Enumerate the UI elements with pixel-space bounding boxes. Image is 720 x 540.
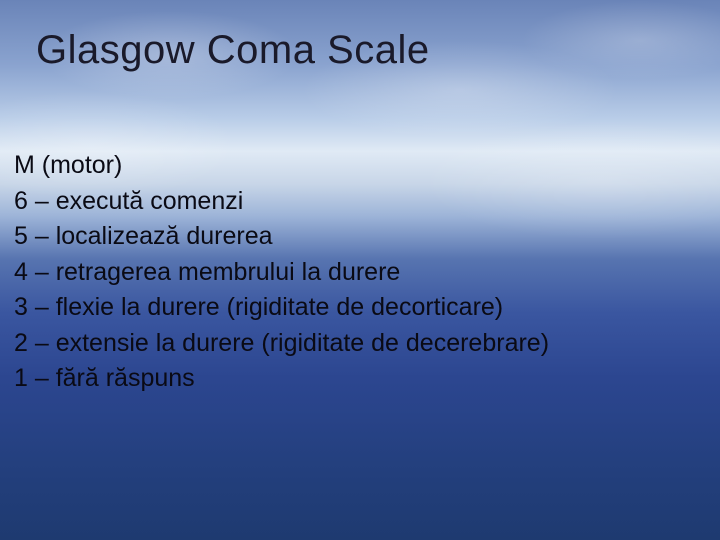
list-item: 3 – flexie la durere (rigiditate de deco… bbox=[14, 290, 710, 326]
slide: Glasgow Coma Scale M (motor) 6 – execută… bbox=[0, 0, 720, 540]
list-item: 1 – fără răspuns bbox=[14, 361, 710, 397]
slide-body: M (motor) 6 – execută comenzi 5 – locali… bbox=[14, 148, 710, 397]
list-item: 5 – localizează durerea bbox=[14, 219, 710, 255]
slide-title: Glasgow Coma Scale bbox=[36, 28, 430, 73]
list-item: 4 – retragerea membrului la durere bbox=[14, 255, 710, 291]
cloud-decoration bbox=[520, 0, 720, 80]
body-heading: M (motor) bbox=[14, 148, 710, 184]
list-item: 2 – extensie la durere (rigiditate de de… bbox=[14, 326, 710, 362]
list-item: 6 – execută comenzi bbox=[14, 184, 710, 220]
